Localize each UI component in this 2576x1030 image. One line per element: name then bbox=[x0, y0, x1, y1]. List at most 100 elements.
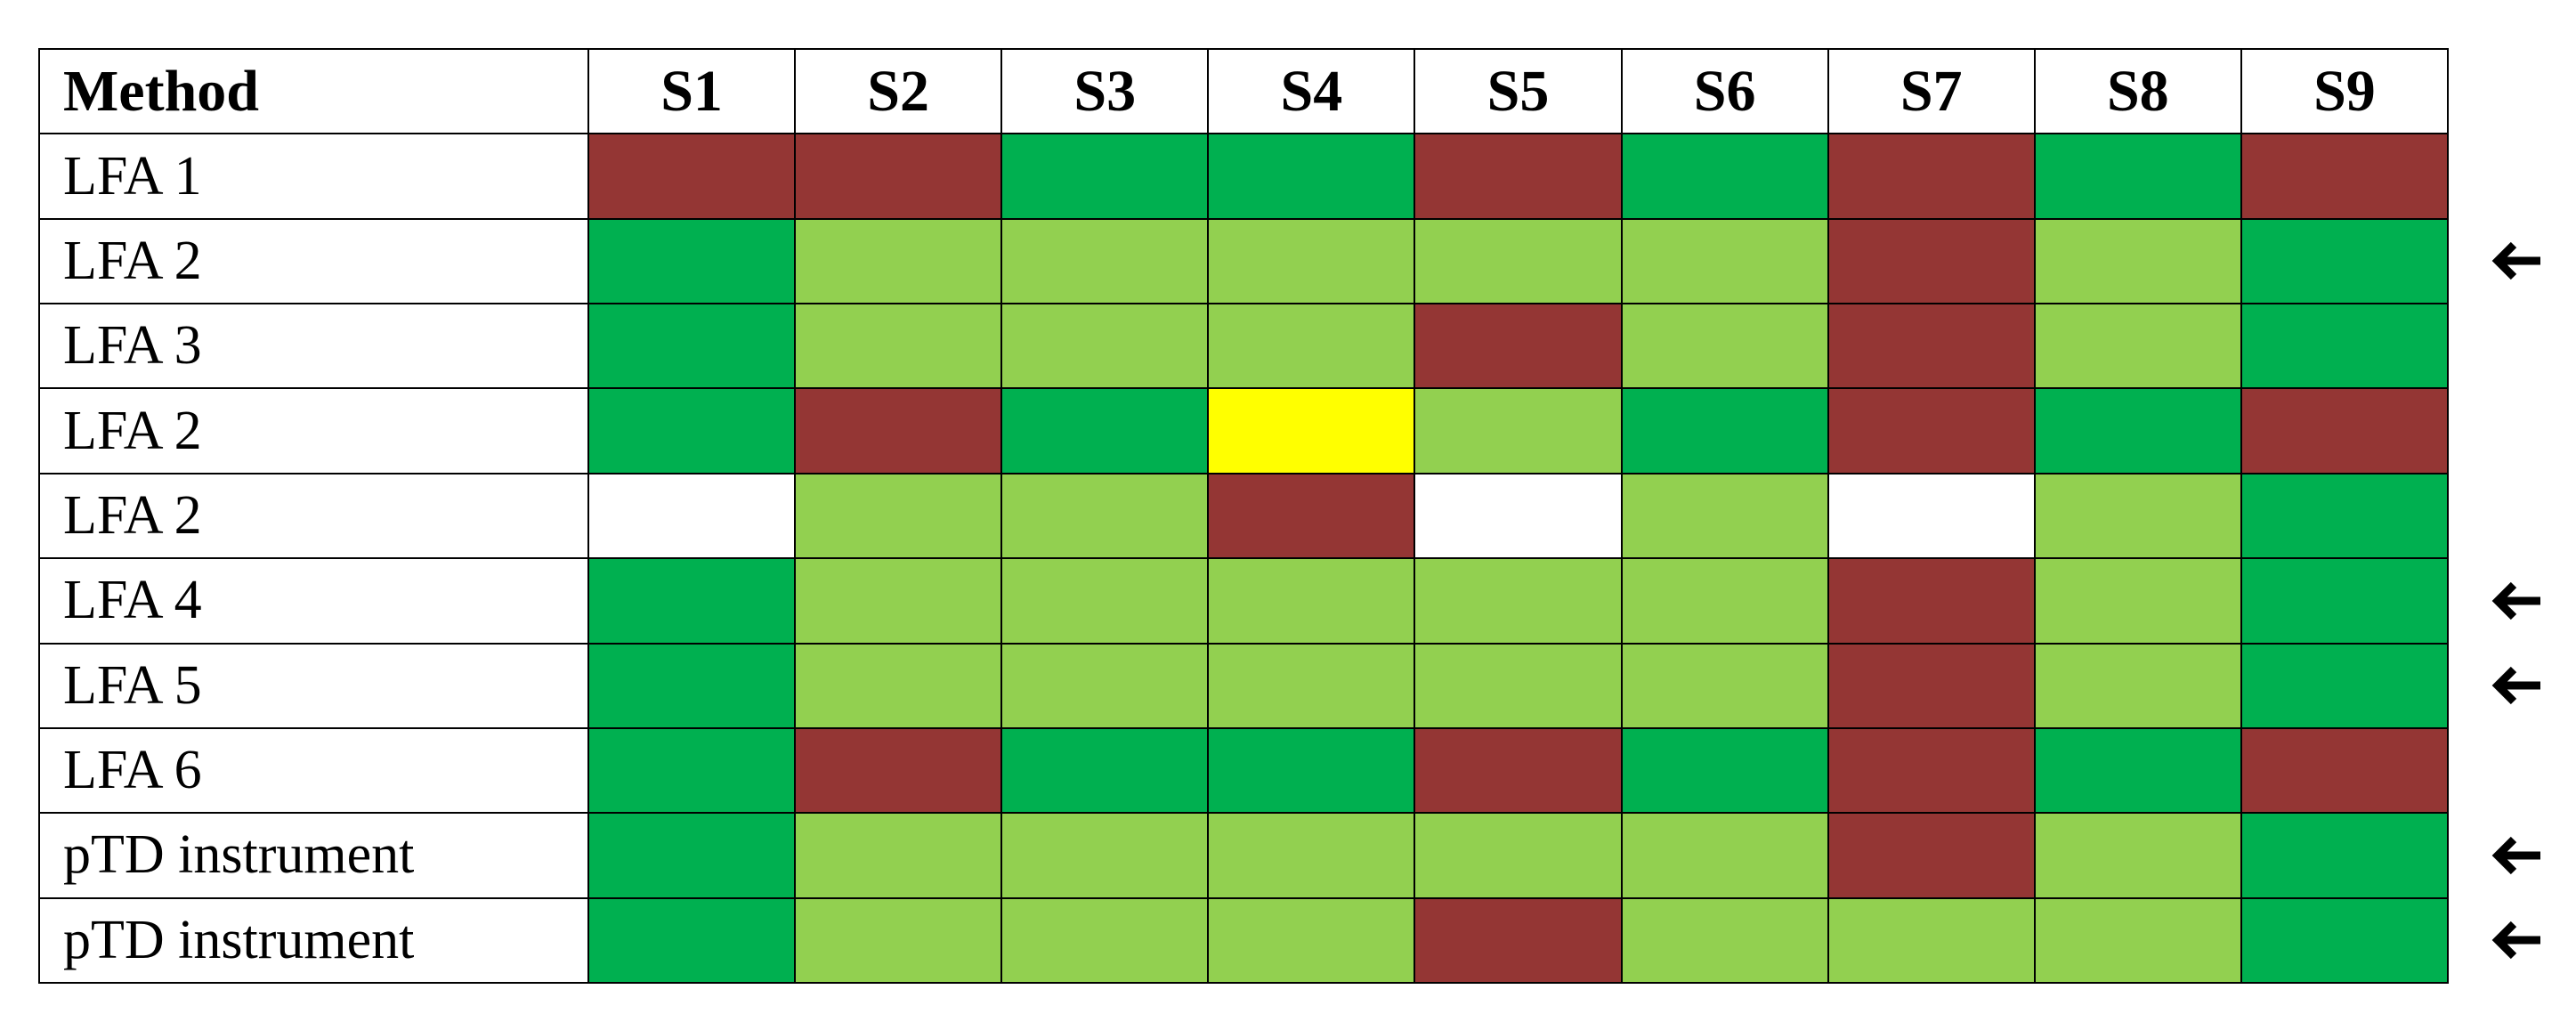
result-cell bbox=[1000, 896, 1210, 984]
result-cell bbox=[1620, 642, 1829, 729]
column-header: S2 bbox=[794, 48, 1003, 135]
result-cell bbox=[1827, 303, 2036, 390]
result-cell bbox=[1000, 472, 1210, 560]
result-cell bbox=[2240, 303, 2449, 390]
arrow-shape bbox=[2491, 667, 2540, 705]
result-cell bbox=[2033, 217, 2242, 305]
result-cell bbox=[1414, 812, 1623, 899]
result-cell bbox=[1827, 217, 2036, 305]
result-cell bbox=[1207, 812, 1416, 899]
result-cell bbox=[794, 896, 1003, 984]
result-cell bbox=[587, 472, 797, 560]
result-cell bbox=[587, 812, 797, 899]
result-cell bbox=[2033, 472, 2242, 560]
result-cell bbox=[1207, 387, 1416, 474]
result-cell bbox=[587, 133, 797, 220]
result-cell bbox=[1414, 896, 1623, 984]
row-label: pTD instrument bbox=[38, 896, 589, 984]
result-cell bbox=[1827, 387, 2036, 474]
result-cell bbox=[1414, 642, 1623, 729]
result-cell bbox=[587, 557, 797, 645]
result-cell bbox=[2033, 303, 2242, 390]
result-cell bbox=[587, 726, 797, 815]
result-cell bbox=[1207, 133, 1416, 220]
result-cell bbox=[794, 133, 1003, 220]
result-cell bbox=[1827, 557, 2036, 645]
arrow-shape bbox=[2491, 921, 2540, 960]
row-label: LFA 4 bbox=[38, 557, 589, 645]
result-cell bbox=[2240, 896, 2449, 984]
result-cell bbox=[1000, 557, 1210, 645]
result-cell bbox=[1827, 726, 2036, 815]
result-cell bbox=[1620, 472, 1829, 560]
row-label: LFA 6 bbox=[38, 726, 589, 815]
result-cell bbox=[1620, 726, 1829, 815]
result-cell bbox=[2033, 726, 2242, 815]
result-cell bbox=[2240, 726, 2449, 815]
row-label: LFA 1 bbox=[38, 133, 589, 220]
result-cell bbox=[1620, 133, 1829, 220]
row-arrow bbox=[2491, 581, 2540, 620]
result-cell bbox=[1414, 133, 1623, 220]
result-cell bbox=[794, 472, 1003, 560]
result-cell bbox=[1207, 472, 1416, 560]
result-cell bbox=[1207, 303, 1416, 390]
result-cell bbox=[794, 812, 1003, 899]
result-cell bbox=[2240, 557, 2449, 645]
row-label: LFA 5 bbox=[38, 642, 589, 729]
result-cell bbox=[1207, 896, 1416, 984]
result-cell bbox=[1414, 557, 1623, 645]
row-label: LFA 3 bbox=[38, 303, 589, 390]
row-arrow bbox=[2491, 836, 2540, 875]
result-cell bbox=[1207, 557, 1416, 645]
result-cell bbox=[2240, 472, 2449, 560]
result-cell bbox=[1414, 472, 1623, 560]
result-cell bbox=[1000, 303, 1210, 390]
result-cell bbox=[2033, 387, 2242, 474]
column-header: S7 bbox=[1827, 48, 2036, 135]
result-cell bbox=[1414, 387, 1623, 474]
row-arrow bbox=[2491, 242, 2540, 280]
result-cell bbox=[2033, 557, 2242, 645]
result-cell bbox=[1827, 472, 2036, 560]
column-header: Method bbox=[38, 48, 589, 135]
result-cell bbox=[1000, 726, 1210, 815]
result-cell bbox=[2033, 812, 2242, 899]
result-cell bbox=[2240, 642, 2449, 729]
arrow-shape bbox=[2491, 836, 2540, 875]
result-cell bbox=[794, 557, 1003, 645]
column-header: S6 bbox=[1620, 48, 1829, 135]
result-cell bbox=[1414, 726, 1623, 815]
result-cell bbox=[1827, 133, 2036, 220]
column-header: S4 bbox=[1207, 48, 1416, 135]
result-cell bbox=[1620, 303, 1829, 390]
row-arrow bbox=[2491, 921, 2540, 960]
result-cell bbox=[587, 896, 797, 984]
row-label: LFA 2 bbox=[38, 472, 589, 560]
result-cell bbox=[794, 726, 1003, 815]
result-cell bbox=[1827, 896, 2036, 984]
result-cell bbox=[587, 387, 797, 474]
column-header: S5 bbox=[1414, 48, 1623, 135]
result-cell bbox=[1000, 217, 1210, 305]
result-cell bbox=[1827, 642, 2036, 729]
result-cell bbox=[1207, 642, 1416, 729]
column-header: S8 bbox=[2033, 48, 2242, 135]
result-cell bbox=[1620, 812, 1829, 899]
column-header: S1 bbox=[587, 48, 797, 135]
result-cell bbox=[1207, 726, 1416, 815]
result-cell bbox=[1000, 642, 1210, 729]
result-cell bbox=[794, 303, 1003, 390]
result-cell bbox=[587, 217, 797, 305]
result-cell bbox=[2240, 217, 2449, 305]
result-cell bbox=[794, 217, 1003, 305]
result-cell bbox=[1620, 387, 1829, 474]
arrow-shape bbox=[2491, 581, 2540, 620]
row-label: LFA 2 bbox=[38, 217, 589, 305]
row-arrow bbox=[2491, 667, 2540, 705]
result-cell bbox=[1620, 217, 1829, 305]
row-label: LFA 2 bbox=[38, 387, 589, 474]
result-cell bbox=[794, 387, 1003, 474]
result-cell bbox=[1827, 812, 2036, 899]
